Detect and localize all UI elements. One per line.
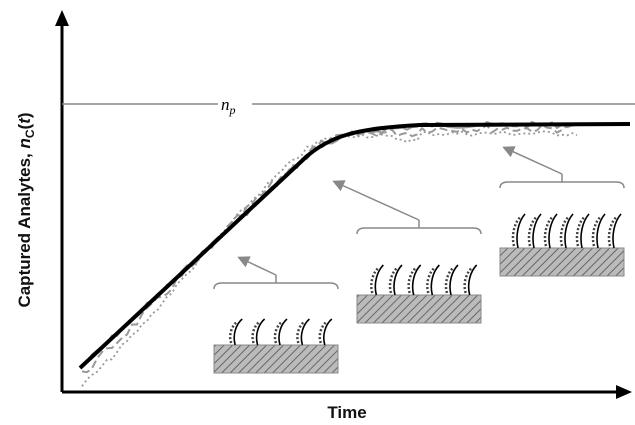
probe [374,264,384,296]
probe [516,213,526,249]
plateau-label: np [221,95,236,117]
label-text: Captured Analytes, [15,149,34,308]
probe [548,213,558,249]
x-arrow [616,385,632,399]
analyte [591,216,601,247]
substrate [356,294,482,324]
symbol: n [221,95,230,114]
probe [393,264,403,296]
probe [596,213,606,249]
subscript: p [229,103,236,117]
probe [300,318,310,346]
probe [233,318,243,346]
analyte [318,320,328,344]
subscript: C [23,129,37,138]
y-arrow [55,10,69,26]
pointer [502,146,563,175]
probe [411,264,422,296]
analyte [273,320,283,344]
y-label: Captured Analytes, nC(t) [15,112,37,307]
analyte [370,267,380,294]
bracket [213,282,339,290]
probe [322,318,333,346]
probe [612,213,622,249]
model-curve [78,122,631,370]
pointer [332,180,420,221]
analyte [607,216,617,247]
probe [580,213,590,249]
symbol: n [15,138,34,148]
measured-curve [81,120,578,367]
probe [532,213,542,249]
pointer [237,256,277,276]
insets [213,146,625,374]
analyte [559,216,569,247]
analyte [296,320,306,344]
analyte [463,267,473,294]
analyte [407,267,417,294]
paren: ) [15,112,34,118]
probe [255,318,266,346]
probe [564,213,574,249]
analyte [511,216,521,247]
bracket [499,181,625,189]
x-label: Time [327,403,366,422]
bracket [356,227,482,235]
substrate [499,247,625,277]
analyte [527,216,537,247]
analyte [251,320,261,344]
paren: ( [15,123,34,129]
argument: t [15,117,34,124]
analyte [228,320,239,344]
probe [278,318,288,346]
measured-curve [81,130,578,387]
analyte [575,216,585,247]
analyte [426,267,436,294]
probe [467,264,478,296]
analyte [388,267,398,294]
analyte [444,267,454,294]
analyte [543,216,553,247]
substrate [213,344,339,374]
probe [449,264,459,296]
probe [430,264,440,296]
